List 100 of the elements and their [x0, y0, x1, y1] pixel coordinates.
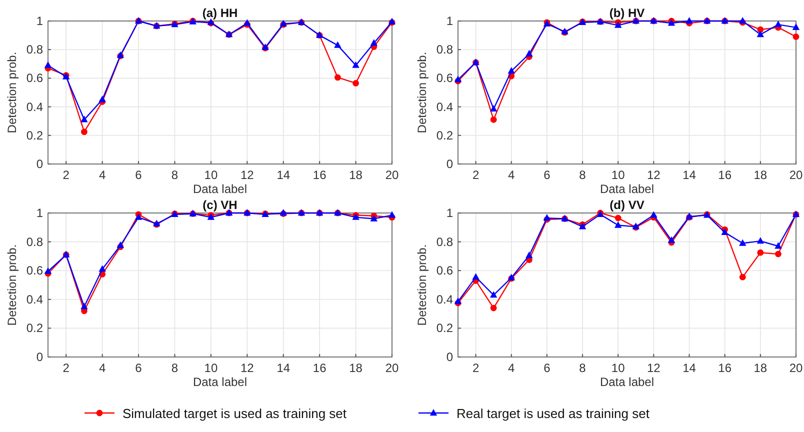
point [81, 128, 88, 136]
y-tick-label: 0.6 [436, 264, 454, 278]
x-tick-label: 4 [98, 361, 106, 375]
point [757, 249, 764, 256]
y-tick-label: 1 [36, 206, 44, 220]
point [352, 61, 360, 68]
point [756, 237, 764, 244]
x-axis-title: Data label [600, 375, 654, 389]
y-axis-title: Detection prob. [415, 244, 429, 326]
y-tick-label: 1 [446, 206, 454, 220]
chart-title: (d) VV [610, 198, 644, 212]
point [775, 250, 782, 258]
point [388, 211, 396, 218]
x-tick-label: 14 [276, 168, 290, 182]
x-tick-label: 2 [472, 168, 480, 182]
point [668, 236, 676, 243]
point [721, 228, 728, 236]
x-tick-label: 8 [579, 361, 586, 375]
x-tick-label: 20 [385, 361, 399, 375]
chart-title: (c) VH [202, 198, 238, 212]
point [490, 304, 497, 312]
x-tick-label: 8 [171, 361, 178, 375]
x-tick-label: 4 [508, 168, 516, 182]
point [490, 116, 497, 123]
y-tick-label: 0.8 [26, 42, 44, 57]
point [650, 211, 658, 218]
chart-title: (b) HV [609, 6, 645, 20]
x-tick-label: 6 [135, 168, 142, 182]
legend-label: Real target is used as training set [456, 406, 650, 421]
x-tick-label: 14 [682, 168, 696, 182]
point [774, 20, 782, 28]
point [116, 241, 124, 248]
point [80, 116, 88, 122]
point [614, 221, 622, 228]
point [526, 251, 533, 258]
x-tick-label: 16 [718, 361, 732, 375]
y-tick-label: 0.2 [436, 321, 454, 336]
point [792, 34, 800, 40]
point [526, 50, 533, 56]
point [44, 61, 52, 68]
y-tick-label: 0.8 [436, 234, 454, 249]
point [490, 104, 498, 112]
x-tick-label: 14 [682, 361, 696, 375]
x-tick-label: 8 [579, 168, 586, 182]
x-tick-label: 18 [754, 168, 768, 182]
y-tick-label: 0.6 [436, 71, 454, 86]
x-tick-label: 6 [135, 361, 142, 375]
y-axis-title: Detection prob. [5, 52, 19, 134]
x-tick-label: 16 [718, 168, 732, 182]
x-axis-title: Data label [192, 182, 248, 196]
y-tick-label: 0 [446, 350, 454, 364]
point [334, 74, 341, 81]
point [739, 274, 746, 280]
chart-title: (a) HH [202, 6, 238, 20]
point [98, 96, 106, 102]
y-axis-title: Detection prob. [415, 52, 429, 134]
x-tick-label: 18 [349, 168, 363, 182]
y-tick-label: 0.2 [26, 321, 44, 336]
point [98, 265, 106, 272]
y-tick-label: 0.4 [26, 292, 44, 306]
x-tick-label: 6 [544, 168, 551, 182]
x-tick-label: 2 [62, 361, 70, 375]
x-tick-label: 16 [312, 168, 327, 182]
x-tick-label: 6 [544, 361, 551, 375]
x-tick-label: 12 [240, 361, 254, 375]
point [472, 273, 480, 280]
y-tick-label: 0.6 [26, 71, 44, 86]
y-tick-label: 0.4 [436, 292, 454, 306]
y-tick-label: 0 [36, 157, 44, 171]
point [739, 239, 746, 246]
y-tick-label: 0 [36, 350, 44, 364]
y-tick-label: 0.2 [436, 128, 454, 142]
point [508, 67, 515, 74]
point [792, 23, 800, 30]
x-tick-label: 20 [789, 168, 803, 182]
y-tick-label: 0.6 [26, 264, 44, 278]
point [80, 302, 88, 310]
y-tick-label: 0 [446, 157, 454, 171]
y-tick-label: 1 [446, 14, 454, 28]
point [614, 214, 622, 222]
x-axis-title: Data label [192, 375, 248, 389]
x-tick-label: 20 [789, 361, 803, 375]
x-tick-label: 2 [472, 361, 480, 375]
legend-label: Simulated target is used as training set [122, 406, 347, 421]
point [686, 17, 693, 24]
x-tick-label: 14 [276, 361, 290, 375]
x-tick-label: 20 [385, 168, 399, 182]
x-tick-label: 10 [204, 168, 218, 182]
x-tick-label: 16 [312, 361, 327, 375]
x-tick-label: 18 [754, 361, 768, 375]
x-tick-label: 8 [171, 168, 178, 182]
point [334, 41, 342, 48]
y-tick-label: 0.8 [436, 42, 454, 57]
point [756, 30, 764, 38]
y-tick-label: 1 [36, 14, 44, 28]
x-tick-label: 10 [204, 361, 218, 375]
x-tick-label: 12 [647, 361, 661, 375]
x-tick-label: 4 [98, 168, 106, 182]
x-tick-label: 4 [508, 361, 516, 375]
x-tick-label: 10 [611, 361, 626, 375]
